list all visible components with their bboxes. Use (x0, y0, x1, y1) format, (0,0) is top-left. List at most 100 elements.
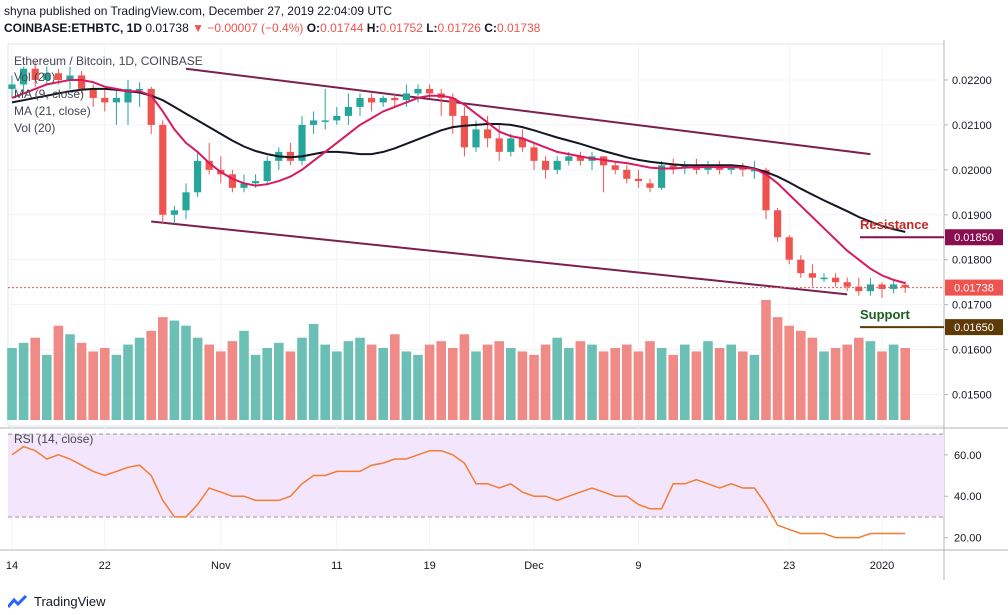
volume-bar (622, 344, 632, 420)
candle-body (136, 88, 144, 91)
volume-bar (18, 342, 29, 420)
volume-bar (274, 342, 284, 420)
volume-bar (482, 344, 493, 420)
candle-body (901, 284, 909, 288)
price-tick-label: 0.01700 (952, 300, 992, 312)
tradingview-logo[interactable]: TradingView (6, 594, 106, 609)
price-tick-label: 0.02200 (952, 75, 992, 87)
volume-bar (726, 344, 736, 420)
time-tick-label: 9 (635, 560, 641, 572)
time-tick-label: 11 (331, 560, 342, 572)
candle-body (344, 106, 352, 116)
candle-body (20, 68, 28, 85)
volume-bar (308, 324, 319, 420)
candle-body (310, 120, 318, 125)
high-value: 0.01752 (379, 21, 423, 35)
candle-body (368, 97, 376, 103)
last-price-tag (945, 279, 1003, 296)
candle-body (843, 282, 851, 287)
volume-bar (854, 337, 864, 420)
candle-body (797, 259, 805, 274)
volume-bar (88, 351, 98, 420)
volume-bar (807, 337, 818, 420)
levels: 0.01738 0.01850 Resistance 0.01650 Support (8, 217, 1003, 336)
volume-bar (517, 351, 528, 420)
volume-bar (587, 344, 597, 420)
volume-bar (343, 341, 354, 420)
candle-body (576, 156, 584, 161)
trendlines (151, 67, 871, 296)
rsi-tick-label: 20.00 (954, 533, 982, 545)
candle-body (611, 165, 619, 170)
volume-bar (575, 341, 586, 420)
price-tick-label: 0.01800 (952, 255, 992, 267)
last-price: 0.01738 (145, 21, 189, 35)
resistance-tag (945, 229, 1003, 246)
volume-bar (668, 354, 678, 420)
volume-bar (100, 348, 110, 420)
price-change: ▼ −0.00007 (−0.4%) (192, 21, 304, 35)
volume-bar (390, 334, 400, 420)
volume-bar (656, 348, 667, 420)
candle-body (391, 97, 399, 101)
volume-bar (645, 341, 655, 420)
volume-bar (842, 344, 852, 420)
last-price-tag-label: 0.01738 (954, 283, 994, 295)
volume-bar (494, 341, 504, 420)
candle-body (832, 277, 840, 283)
candle-body (205, 160, 213, 170)
time-tick-label: Dec (524, 560, 544, 572)
volume-bar (819, 351, 829, 420)
time-tick-label: 22 (99, 560, 111, 572)
volume-bar (355, 337, 365, 420)
candle-body (623, 169, 631, 179)
volume-bar (540, 344, 551, 420)
candle-body (553, 160, 561, 170)
candle-body (182, 192, 190, 211)
candle-body (147, 88, 155, 125)
rsi-band (8, 433, 944, 518)
volume-bar (888, 344, 899, 420)
candle-body (159, 124, 167, 215)
volume-bar (471, 351, 481, 420)
candle-body (785, 237, 793, 260)
volume-bar (262, 348, 272, 420)
candle-body (298, 124, 306, 161)
legend-vol-2: Vol (20) (14, 121, 56, 135)
price-tick-label: 0.01900 (952, 210, 992, 222)
high-label: H: (366, 21, 380, 35)
price-tick-label: 0.01600 (952, 345, 992, 357)
candle-body (426, 88, 434, 94)
candle-body (739, 167, 747, 170)
time-tick-label: 19 (423, 560, 435, 572)
candle-body (194, 160, 202, 193)
candle-body (681, 165, 689, 168)
candle-body (542, 160, 550, 170)
volume-bar (772, 317, 783, 420)
rsi-tick-label: 60.00 (954, 450, 982, 462)
candle-body (112, 97, 120, 103)
candle-body (669, 165, 677, 168)
candle-body (228, 174, 236, 188)
candle-body (402, 93, 410, 101)
volume-bar (761, 300, 771, 420)
volume-bar (738, 351, 748, 420)
candle-body (31, 68, 39, 80)
volume-bar (216, 351, 226, 420)
candle-body (820, 277, 828, 280)
candle-body (379, 97, 387, 103)
volume-bar (158, 317, 168, 420)
volume-bar (297, 337, 307, 420)
time-tick-label: 2020 (870, 560, 894, 572)
volume-bar (146, 330, 156, 420)
volume-bar (529, 354, 539, 420)
candle-body (762, 169, 770, 211)
volume-bar (900, 348, 910, 420)
candle-body (878, 284, 886, 289)
volume-bar (7, 348, 17, 420)
ma21-line (11, 87, 906, 233)
legend-ma21: MA (21, close) (14, 104, 91, 118)
candle-body (658, 165, 666, 188)
volume-bar (703, 341, 713, 420)
